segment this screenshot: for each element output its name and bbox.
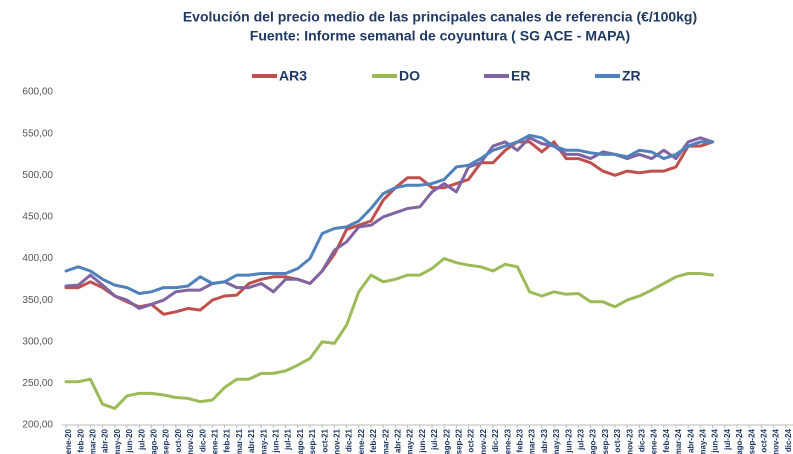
y-tick-label: 250,00 [22,378,53,389]
x-tick-label: abr-20 [101,428,110,453]
legend-label: DO [399,68,420,84]
x-tick-label: abr-22 [394,428,403,453]
x-tick-label: sep-22 [455,428,464,454]
x-tick-label: may-21 [259,428,268,454]
x-tick-label: oct-20 [174,428,183,452]
x-tick-label: may-23 [552,428,561,454]
x-tick-label: jul-23 [577,428,586,450]
x-tick-label: jul-22 [430,428,439,450]
x-tick-label: sep-21 [308,428,317,454]
x-tick-label: jun-20 [125,428,134,453]
legend-label: ZR [622,68,641,84]
series-line [64,133,715,295]
y-tick-label: 400,00 [22,253,53,264]
series-line [64,140,715,316]
x-tick-label: ago-21 [296,428,305,454]
x-tick-label: jun-23 [564,428,573,453]
x-tick-label: sep-20 [162,428,171,454]
x-tick-label: may-24 [699,428,708,454]
x-tick-label: sep-23 [601,428,610,454]
series-line [64,136,715,310]
x-tick-label: feb-21 [223,428,232,452]
y-tick-label: 350,00 [22,295,53,306]
x-tick-label: feb-24 [662,428,671,452]
x-tick-label: may-20 [113,428,122,454]
x-tick-label: jun-24 [711,428,720,453]
x-tick-label: abr-21 [247,428,256,453]
x-tick-label: abr-24 [686,428,695,453]
x-tick-label: mar-24 [674,428,683,454]
x-tick-label: nov-24 [772,428,781,454]
x-tick-label: jul-20 [137,428,146,450]
y-tick-label: 300,00 [22,336,53,347]
x-tick-label: mar-23 [528,428,537,454]
y-tick-label: 550,00 [22,128,53,139]
x-tick-label: dic-22 [491,428,500,452]
x-tick-label: ene-20 [64,428,73,454]
x-tick-label: dic-24 [784,428,793,452]
chart-subtitle: Fuente: Informe semanal de coyuntura ( S… [250,28,630,44]
x-tick-label: dic-21 [345,428,354,452]
x-tick-label: oct-21 [320,428,329,452]
x-tick-label: ene-24 [650,428,659,454]
x-tick-label: oct-22 [467,428,476,452]
x-tick-label: mar-21 [235,428,244,454]
legend-label: AR3 [279,68,307,84]
x-tick-label: jun-22 [418,428,427,453]
legend-label: ER [511,68,530,84]
x-tick-label: oct-24 [760,428,769,452]
x-tick-label: ene-21 [211,428,220,454]
chart-title: Evolución del precio medio de las princi… [183,9,697,25]
x-tick-label: ago-24 [735,428,744,454]
x-tick-label: jun-21 [272,428,281,453]
x-tick-label: ago-23 [589,428,598,454]
x-tick-label: ago-22 [442,428,451,454]
x-tick-label: oct-23 [613,428,622,452]
x-tick-label: nov-21 [333,428,342,454]
x-tick-label: jul-21 [284,428,293,450]
x-tick-label: mar-20 [89,428,98,454]
y-tick-label: 600,00 [22,87,53,98]
x-tick-label: sep-24 [747,428,756,454]
x-tick-label: may-22 [406,428,415,454]
x-tick-label: nov-22 [479,428,488,454]
x-tick-label: feb-22 [369,428,378,452]
x-tick-label: feb-20 [76,428,85,452]
x-tick-label: ago-20 [150,428,159,454]
x-tick-label: dic-23 [638,428,647,452]
x-tick-label: nov-23 [625,428,634,454]
y-tick-label: 500,00 [22,170,53,181]
x-tick-label: ene-22 [357,428,366,454]
series-line [64,257,715,410]
x-tick-label: nov-20 [186,428,195,454]
x-tick-label: feb-23 [516,428,525,452]
x-tick-label: jul-24 [723,428,732,450]
x-tick-label: abr-23 [540,428,549,453]
y-tick-label: 450,00 [22,212,53,223]
x-tick-label: ene-23 [503,428,512,454]
x-tick-label: dic-20 [198,428,207,452]
x-tick-label: mar-22 [381,428,390,454]
y-tick-label: 200,00 [22,420,53,431]
